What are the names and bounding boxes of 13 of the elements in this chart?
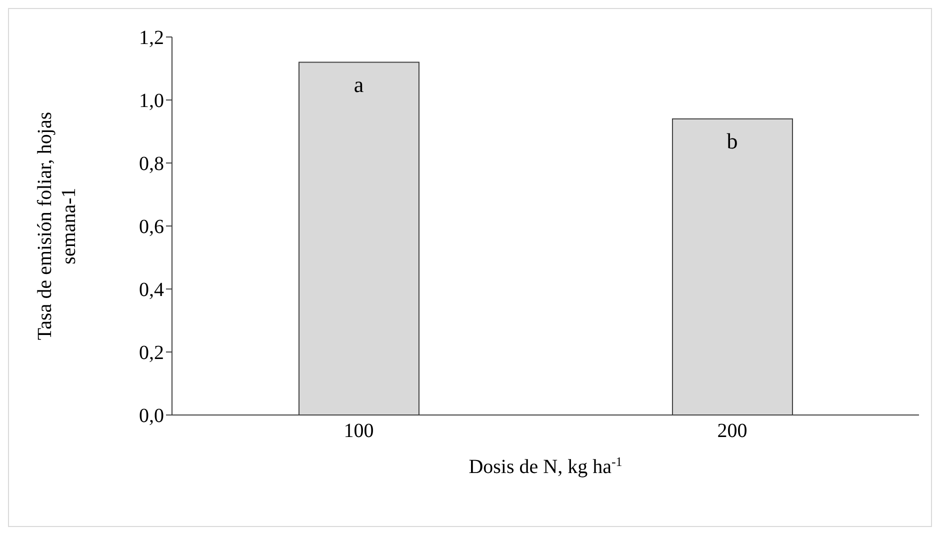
annotation: b — [726, 128, 738, 154]
y-tick-label: 0,6 — [139, 216, 164, 238]
y-tick-label: 0,2 — [139, 342, 164, 364]
y-tick-label: 0,8 — [139, 153, 164, 176]
y-tick-label: 0,0 — [139, 405, 164, 428]
y-tick-label: 1,2 — [139, 27, 164, 50]
annotation: a — [354, 72, 364, 97]
x-tick-label: 100 — [344, 420, 374, 442]
y-axis-title: Tasa de emisión foliar, hojas semana-1 — [34, 112, 80, 340]
y-tick-label: 0,4 — [139, 279, 164, 302]
x-tick-label: 200 — [717, 420, 748, 442]
y-tick-label: 1,0 — [139, 90, 164, 112]
x-axis-title: Dosis de N, kg ha$^{-1}$ — [468, 454, 622, 478]
